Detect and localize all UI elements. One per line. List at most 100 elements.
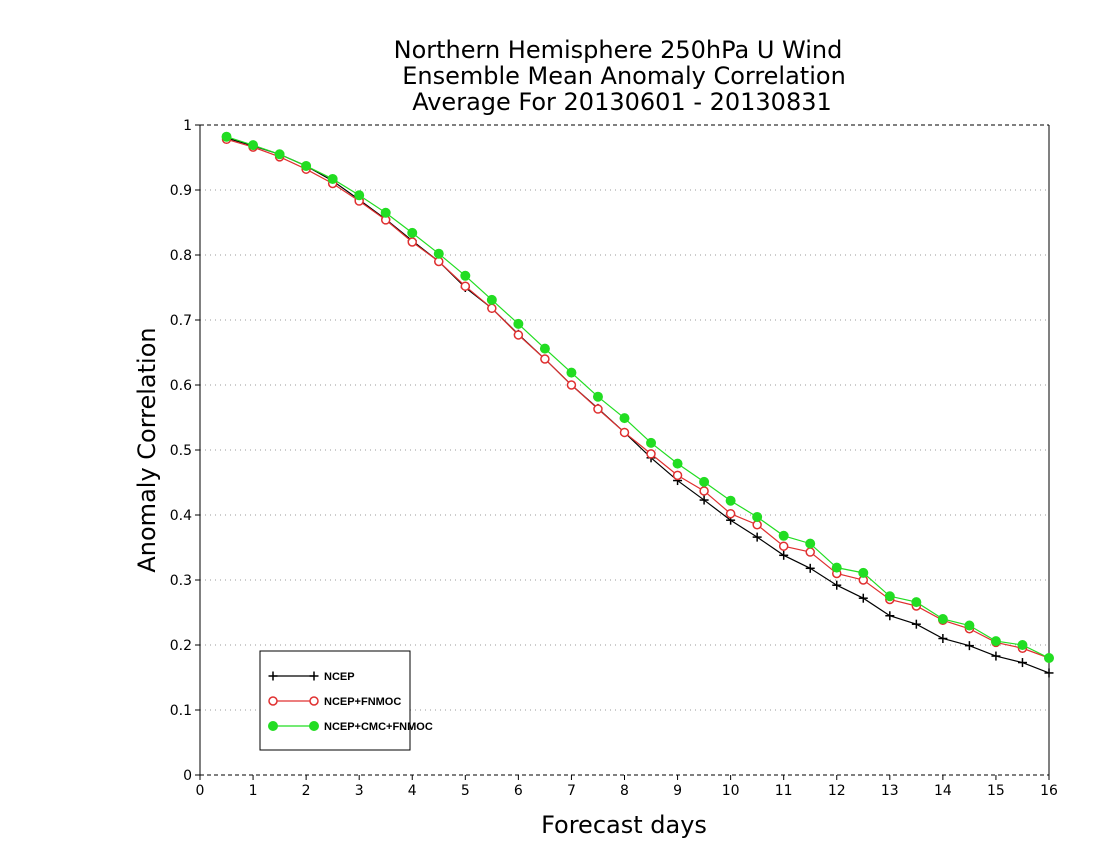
data-point — [433, 248, 444, 259]
x-tick-label: 14 — [934, 783, 952, 799]
legend-marker — [309, 721, 319, 731]
data-point — [699, 486, 709, 496]
data-point — [858, 567, 869, 578]
data-point — [566, 367, 577, 378]
data-point — [964, 641, 974, 651]
title-line-2: Ensemble Mean Anomaly Correlation — [402, 62, 846, 90]
data-point — [407, 237, 417, 247]
y-tick-label: 0.8 — [170, 248, 192, 264]
data-point — [593, 404, 603, 414]
data-point — [831, 562, 842, 573]
title-line-1: Northern Hemisphere 250hPa U Wind — [394, 36, 843, 64]
legend-label: NCEP — [324, 671, 355, 683]
x-tick-label: 15 — [987, 783, 1005, 799]
series-ncep-fnmoc — [221, 134, 1054, 663]
data-point — [990, 636, 1001, 647]
data-point — [380, 207, 391, 218]
data-point — [938, 634, 948, 643]
x-tick-label: 2 — [302, 783, 311, 799]
x-tick-label: 6 — [514, 783, 523, 799]
data-point — [672, 470, 683, 481]
legend-label: NCEP+CMC+FNMOC — [324, 721, 433, 733]
y-tick-label: 0.4 — [170, 508, 192, 524]
x-tick-labels: 0 1 2 3 4 5 6 7 8 9 10 11 12 13 14 15 16 — [196, 783, 1058, 799]
data-point — [911, 619, 921, 629]
legend-label: NCEP+FNMOC — [324, 696, 401, 708]
x-tick-label: 7 — [567, 783, 576, 799]
data-point — [592, 391, 603, 402]
data-point — [779, 550, 789, 560]
data-point — [354, 190, 365, 201]
legend-marker — [309, 671, 319, 681]
y-tick-labels: 0 0.1 0.2 0.3 0.4 0.5 0.6 0.7 0.8 0.9 1 — [170, 118, 192, 784]
legend-marker — [268, 696, 278, 706]
data-point — [540, 354, 550, 364]
legend-item: NCEP+CMC+FNMOC — [268, 721, 433, 733]
data-point — [1017, 658, 1027, 668]
data-point — [434, 256, 444, 267]
legend: NCEP NCEP+FNMOC NCEP+CMC+FNMOC — [259, 650, 433, 751]
y-tick-label: 0.5 — [170, 443, 192, 459]
data-point — [619, 427, 630, 438]
x-tick-label: 16 — [1040, 783, 1058, 799]
y-tick-label: 0 — [183, 768, 192, 784]
x-tick-label: 4 — [408, 783, 417, 799]
data-point — [964, 620, 975, 631]
legend-item: NCEP — [268, 671, 355, 683]
data-point — [778, 530, 789, 541]
data-point — [646, 437, 657, 448]
data-point — [407, 227, 418, 238]
data-point — [221, 131, 232, 142]
data-point — [274, 149, 285, 160]
data-point — [778, 541, 789, 551]
data-point — [619, 413, 630, 424]
gridlines — [200, 189, 1049, 711]
y-tick-label: 0.6 — [170, 378, 192, 394]
chart-title: Northern Hemisphere 250hPa U Wind Ensemb… — [394, 36, 846, 116]
data-point — [752, 511, 763, 522]
y-tick-label: 0.3 — [170, 573, 192, 589]
x-tick-label: 11 — [775, 783, 793, 799]
y-tick-label: 1 — [183, 118, 192, 134]
data-point — [566, 380, 577, 390]
data-point — [248, 140, 259, 151]
data-point — [301, 160, 312, 171]
data-point — [991, 651, 1001, 661]
data-point — [460, 270, 471, 281]
x-tick-label: 13 — [881, 783, 899, 799]
data-point — [487, 303, 497, 314]
x-tick-label: 3 — [355, 783, 364, 799]
data-point — [1044, 653, 1054, 663]
data-point — [832, 580, 842, 590]
data-point — [1044, 668, 1054, 678]
legend-marker — [268, 721, 278, 731]
data-point — [699, 476, 710, 487]
data-point — [725, 495, 736, 506]
data-point — [805, 563, 815, 573]
y-tick-label: 0.9 — [170, 183, 192, 199]
data-point — [672, 458, 683, 469]
legend-marker — [309, 696, 319, 706]
data-point — [646, 449, 656, 459]
data-point — [884, 591, 895, 602]
title-line-3: Average For 20130601 - 20130831 — [412, 88, 832, 116]
data-point — [858, 593, 868, 603]
data-point — [513, 318, 524, 329]
data-point — [1017, 640, 1028, 650]
data-point — [725, 508, 736, 519]
x-tick-label: 10 — [722, 783, 740, 799]
y-tick-label: 0.7 — [170, 313, 192, 329]
x-tick-label: 12 — [828, 783, 846, 799]
data-point — [752, 532, 762, 542]
data-series — [221, 131, 1054, 678]
data-point — [486, 294, 497, 305]
data-point — [805, 538, 816, 549]
data-point — [911, 597, 922, 608]
data-point — [805, 547, 815, 557]
data-point — [699, 495, 709, 505]
axes — [195, 124, 1050, 780]
x-tick-label: 1 — [249, 783, 258, 799]
data-point — [937, 614, 948, 624]
y-axis-label: Anomaly Correlation — [133, 327, 161, 572]
